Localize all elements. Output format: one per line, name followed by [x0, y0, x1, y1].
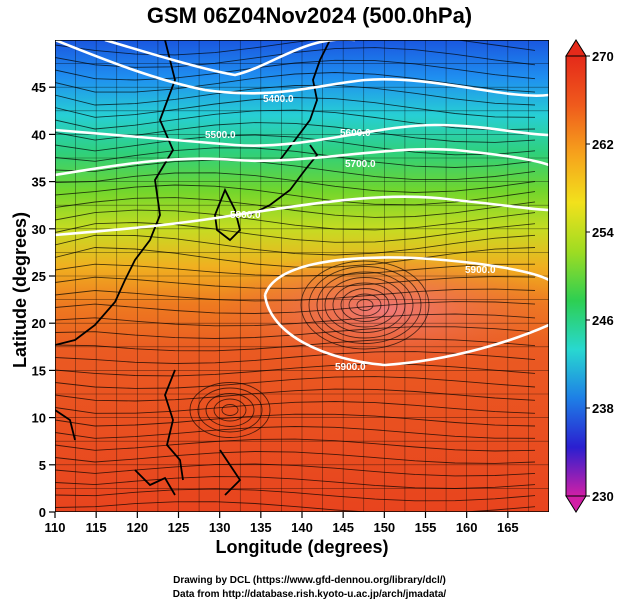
x-tick-label: 135: [250, 520, 272, 535]
streamline: [55, 501, 536, 512]
streamline: [55, 401, 536, 414]
colorbar-tick-label: 246: [592, 313, 614, 328]
x-tick-label: 125: [168, 520, 190, 535]
streamline: [55, 222, 536, 243]
streamline: [55, 40, 536, 56]
streamline: [55, 97, 536, 118]
x-axis-label: Longitude (degrees): [215, 537, 389, 557]
x-tick-label: 155: [415, 520, 437, 535]
colorbar-tick-label: 254: [592, 225, 614, 240]
streamline: [55, 413, 536, 427]
streamline: [55, 109, 536, 131]
streamline: [55, 451, 536, 464]
colorbar-tick-label: 270: [592, 49, 614, 64]
streamline: [55, 134, 536, 156]
contour-label: 5700.0: [345, 159, 376, 170]
y-tick-label: 5: [39, 458, 46, 473]
streamline: [55, 388, 536, 402]
colorbar-min-arrow: [565, 495, 587, 513]
colorbar-tick-label: 238: [592, 401, 614, 416]
streamline: [55, 172, 536, 193]
streamline: [55, 376, 536, 389]
x-tick-label: 165: [497, 520, 519, 535]
circulation-swirl: [205, 393, 255, 427]
streamline: [55, 313, 536, 327]
x-tick-label: 160: [456, 520, 478, 535]
y-tick-label: 10: [32, 411, 46, 426]
streamline: [55, 363, 536, 377]
streamline: [55, 84, 536, 106]
streamline: [55, 351, 536, 364]
colorbar-tick-label: 230: [592, 489, 614, 504]
y-tick-label: 45: [32, 80, 46, 95]
x-tick-label: 130: [209, 520, 231, 535]
x-tick-label: 115: [86, 520, 107, 535]
y-tick-label: 40: [32, 127, 46, 142]
coastlines: [55, 40, 331, 496]
streamline: [55, 276, 536, 289]
y-tick-label: 25: [32, 269, 46, 284]
y-tick-label: 35: [32, 175, 46, 190]
streamline: [55, 184, 536, 206]
x-tick-label: 120: [126, 520, 148, 535]
circulation-swirl: [340, 288, 390, 322]
streamline: [55, 197, 536, 218]
streamline: [55, 234, 536, 256]
circulation-swirl: [189, 382, 271, 438]
streamline: [55, 72, 536, 93]
streamline: [55, 438, 536, 452]
x-tick-label: 150: [373, 520, 395, 535]
x-tick-label: 140: [291, 520, 313, 535]
colorbar-tick-label: 262: [592, 137, 614, 152]
circulation-swirl: [348, 293, 382, 317]
circulation-swirl: [221, 404, 239, 416]
y-axis-label: Latitude (degrees): [10, 211, 30, 368]
streamline: [55, 288, 536, 302]
x-tick-label: 110: [45, 520, 66, 535]
grid-lines: [55, 40, 549, 512]
y-tick-label: 15: [32, 363, 46, 378]
geopotential-contours: [55, 40, 549, 367]
circulation-swirl: [308, 266, 422, 344]
circulation-swirl: [300, 260, 430, 350]
streamline: [55, 47, 536, 68]
contour-label: 5400.0: [263, 94, 294, 105]
x-tick-label: 145: [332, 520, 354, 535]
streamline: [55, 301, 536, 314]
contour-label: 5500.0: [205, 130, 236, 141]
streamline: [55, 488, 536, 502]
circulation-swirl: [332, 282, 398, 328]
circulation-swirl: [197, 387, 263, 433]
circulation-swirl: [316, 271, 414, 339]
streamline: [55, 147, 536, 168]
credit-data: Data from http://database.rish.kyoto-u.a…: [172, 589, 447, 600]
streamline: [55, 338, 536, 352]
streamline: [55, 209, 536, 231]
streamline: [55, 247, 536, 268]
streamline: [55, 159, 536, 181]
contour-labels: 5400.0 5500.0 5600.0 5700.0 5800.0 5900.…: [205, 94, 496, 373]
streamline: [55, 326, 536, 339]
colorbar: 270 262 254 246 238 230: [565, 39, 614, 513]
contour-label: 5800.0: [230, 210, 261, 221]
contour-label: 5900.0: [335, 362, 366, 373]
y-tick-label: 30: [32, 222, 46, 237]
colorbar-scale: [565, 55, 587, 497]
colorbar-max-arrow: [565, 39, 587, 57]
streamline: [55, 59, 536, 81]
credit-drawing: Drawing by DCL (https://www.gfd-dennou.o…: [173, 575, 446, 586]
contour-label: 5600.0: [340, 128, 371, 139]
chart-title: GSM 06Z04Nov2024 (500.0hPa): [146, 3, 473, 28]
circulation-swirl: [213, 398, 247, 422]
contour-label: 5900.0: [465, 265, 496, 276]
map-plot-area: 5400.0 5500.0 5600.0 5700.0 5800.0 5900.…: [55, 40, 549, 512]
streamline: [55, 426, 536, 439]
y-tick-label: 0: [39, 505, 46, 520]
y-tick-label: 20: [32, 316, 46, 331]
